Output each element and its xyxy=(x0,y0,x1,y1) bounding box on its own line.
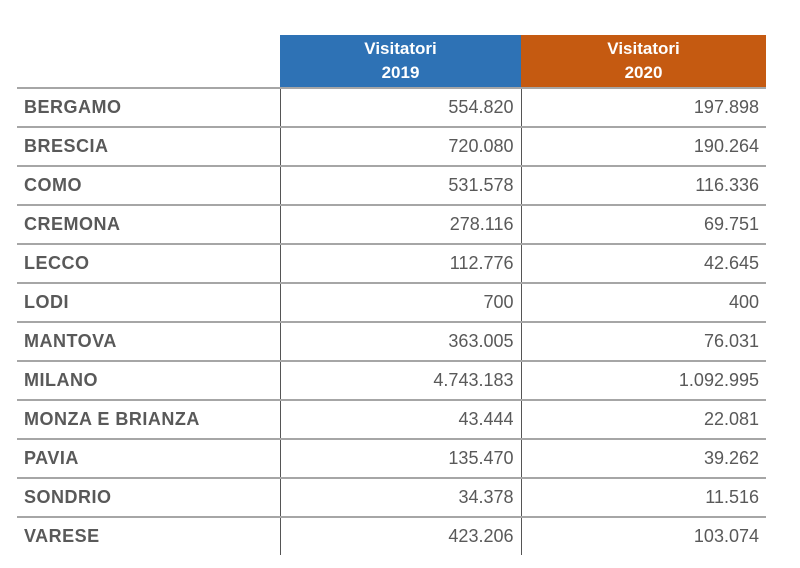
visitors-2020-cell: 116.336 xyxy=(520,166,766,206)
visitors-2020-cell: 42.645 xyxy=(520,244,766,284)
visitors-2019-cell: 34.378 xyxy=(279,478,521,518)
province-cell: SONDRIO xyxy=(17,478,280,518)
visitors-2020-cell: 11.516 xyxy=(520,478,766,518)
visitors-2019-cell: 112.776 xyxy=(279,244,521,284)
visitors-2019-cell: 135.470 xyxy=(279,439,521,479)
visitors-2020-cell: 400 xyxy=(520,283,766,323)
province-cell: CREMONA xyxy=(17,205,280,245)
header-2019-line1: Visitatori xyxy=(364,39,437,58)
province-cell: LODI xyxy=(17,283,280,323)
province-cell: MONZA E BRIANZA xyxy=(17,400,280,440)
visitors-2020-cell: 22.081 xyxy=(520,400,766,440)
province-cell: MANTOVA xyxy=(17,322,280,362)
table-row: COMO 531.578 116.336 xyxy=(17,166,766,206)
header-visitors-2019: Visitatori 2019 xyxy=(280,35,521,89)
table-row: PAVIA 135.470 39.262 xyxy=(17,439,766,479)
table-row: LECCO 112.776 42.645 xyxy=(17,244,766,284)
province-cell: VARESE xyxy=(24,526,100,546)
visitors-2020-cell: 103.074 xyxy=(520,517,766,555)
header-row: Visitatori 2019 Visitatori 2020 xyxy=(17,35,766,89)
visitors-2019-cell: 554.820 xyxy=(279,88,521,128)
visitors-2019-cell: 423.206 xyxy=(279,517,521,555)
visitors-2020-cell: 190.264 xyxy=(520,127,766,167)
visitors-2019-cell: 531.578 xyxy=(279,166,521,206)
visitors-2019-cell: 4.743.183 xyxy=(279,361,521,401)
province-cell: PAVIA xyxy=(17,439,280,479)
table-row: MANTOVA 363.005 76.031 xyxy=(17,322,766,362)
province-cell: BERGAMO xyxy=(17,88,280,128)
header-2020-line2: 2020 xyxy=(624,63,663,82)
visitors-2020-cell: 39.262 xyxy=(520,439,766,479)
visitors-table: Visitatori 2019 Visitatori 2020 BERGAMO 5… xyxy=(17,35,766,555)
visitors-2019-cell: 363.005 xyxy=(279,322,521,362)
table-row: LODI 700 400 xyxy=(17,283,766,323)
header-empty-cell xyxy=(17,35,280,89)
visitors-2019-cell: 720.080 xyxy=(279,127,521,167)
table-row: VARESE 423.206 103.074 xyxy=(17,517,766,555)
province-cell: MILANO xyxy=(17,361,280,401)
header-2019-line2: 2019 xyxy=(381,63,420,82)
province-cell: BRESCIA xyxy=(17,127,280,167)
visitors-2020-cell: 69.751 xyxy=(520,205,766,245)
table-row: CREMONA 278.116 69.751 xyxy=(17,205,766,245)
province-cell: LECCO xyxy=(17,244,280,284)
province-cell: COMO xyxy=(17,166,280,206)
visitors-2020-cell: 76.031 xyxy=(520,322,766,362)
visitors-2019-cell: 278.116 xyxy=(279,205,521,245)
table-row: BERGAMO 554.820 197.898 xyxy=(17,88,766,128)
visitors-2020-cell: 197.898 xyxy=(520,88,766,128)
visitors-2019-cell: 43.444 xyxy=(279,400,521,440)
table-row: MILANO 4.743.183 1.092.995 xyxy=(17,361,766,401)
header-visitors-2020: Visitatori 2020 xyxy=(521,35,766,89)
header-2020-line1: Visitatori xyxy=(607,39,680,58)
table-row: MONZA E BRIANZA 43.444 22.081 xyxy=(17,400,766,440)
table-row: SONDRIO 34.378 11.516 xyxy=(17,478,766,518)
visitors-2020-cell: 1.092.995 xyxy=(520,361,766,401)
table-row: BRESCIA 720.080 190.264 xyxy=(17,127,766,167)
visitors-2019-cell: 700 xyxy=(279,283,521,323)
